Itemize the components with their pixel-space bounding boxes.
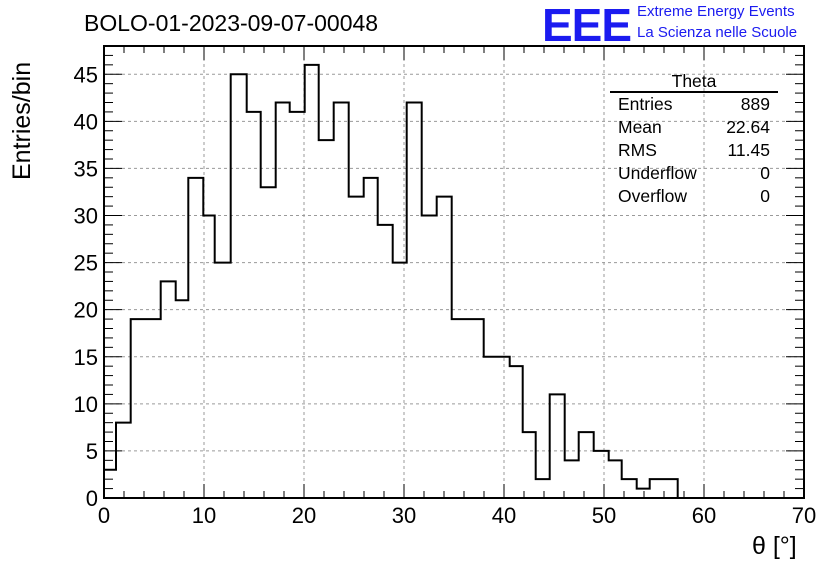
org-subtitle: La Scienza nelle Scuole [637, 24, 798, 41]
histogram-series [103, 63, 679, 498]
histogram-bar [131, 319, 161, 498]
stats-row-overflow: Overflow 0 [610, 185, 778, 208]
stats-label: Overflow [618, 186, 688, 206]
histogram-bar [116, 423, 131, 498]
chart-title: BOLO-01-2023-09-07-00048 [84, 10, 379, 36]
stats-value: 0 [760, 163, 770, 183]
stats-title: Theta [610, 72, 778, 93]
histogram-bar [609, 460, 622, 498]
y-tick-label: 15 [74, 345, 98, 370]
histogram-bar [215, 263, 231, 498]
x-tick-label: 30 [392, 503, 416, 528]
histogram-bar [161, 281, 176, 498]
histogram-bins [104, 65, 678, 498]
histogram-bar [393, 263, 407, 498]
histogram-bar [437, 197, 452, 498]
x-axis-label: θ [°] [752, 532, 797, 560]
x-tick-label: 10 [192, 503, 216, 528]
histogram-bar [188, 178, 203, 498]
x-tick-label: 60 [692, 503, 716, 528]
stats-value: 0 [760, 186, 770, 206]
histogram-bar [247, 112, 261, 498]
histogram-bar [349, 197, 364, 498]
y-tick-label: 25 [74, 251, 98, 276]
stats-box: Theta Entries 889 Mean 22.64 RMS 11.45 U… [610, 72, 778, 208]
eee-logo: EEE [542, 0, 632, 51]
histogram-bar [231, 74, 247, 498]
histogram-bar [594, 451, 609, 498]
stats-label: Entries [618, 94, 673, 114]
y-tick-label: 40 [74, 109, 98, 134]
stats-label: Mean [618, 117, 662, 137]
histogram-bar [637, 489, 650, 498]
histogram-bar [378, 225, 393, 498]
histogram-bar [319, 140, 334, 498]
histogram-bar [290, 112, 305, 498]
y-tick-label: 5 [86, 439, 98, 464]
stats-value: 22.64 [726, 117, 770, 137]
histogram-bar [276, 103, 290, 499]
histogram-bar [579, 432, 594, 498]
histogram-bar [565, 460, 579, 498]
histogram-bar [536, 479, 550, 498]
histogram-bar [407, 103, 422, 499]
x-tick-label: 50 [592, 503, 616, 528]
stats-label: Underflow [618, 163, 697, 183]
y-axis-label: Entries/bin [8, 61, 36, 180]
histogram-bar [510, 366, 523, 498]
histogram-bar [452, 319, 484, 498]
histogram-bar [622, 479, 637, 498]
y-tick-label: 10 [74, 392, 98, 417]
histogram-bar [422, 216, 437, 499]
histogram-bar [650, 479, 678, 498]
stats-row-underflow: Underflow 0 [610, 162, 778, 185]
x-tick-label: 70 [792, 503, 816, 528]
histogram-bar [261, 187, 276, 498]
tick-labels: 0 10 20 30 40 50 60 70 0 5 10 15 20 25 30 35 40 45 [74, 62, 817, 528]
stats-label: RMS [618, 140, 657, 160]
histogram-bar [364, 178, 378, 498]
stats-row-entries: Entries 889 [610, 93, 778, 116]
plot-frame [103, 45, 805, 499]
histogram-bar [523, 432, 536, 498]
histogram-bar [176, 300, 189, 498]
stats-value: 889 [740, 94, 770, 114]
histogram-bar [484, 357, 510, 498]
histogram-bar [104, 470, 116, 498]
stats-row-rms: RMS 11.45 [610, 139, 778, 162]
y-tick-label: 35 [74, 156, 98, 181]
stats-row-mean: Mean 22.64 [610, 116, 778, 139]
histogram-bar [203, 216, 214, 499]
y-tick-label: 30 [74, 204, 98, 229]
histogram-bar [305, 65, 319, 498]
x-tick-label: 0 [98, 503, 110, 528]
histogram-bar [550, 394, 565, 498]
x-tick-label: 20 [292, 503, 316, 528]
y-tick-label: 45 [74, 62, 98, 87]
histogram-bar [334, 103, 349, 499]
y-tick-label: 0 [86, 486, 98, 511]
x-tick-label: 40 [492, 503, 516, 528]
stats-value: 11.45 [727, 140, 771, 160]
y-tick-label: 20 [74, 298, 98, 323]
org-name: Extreme Energy Events [637, 3, 795, 20]
